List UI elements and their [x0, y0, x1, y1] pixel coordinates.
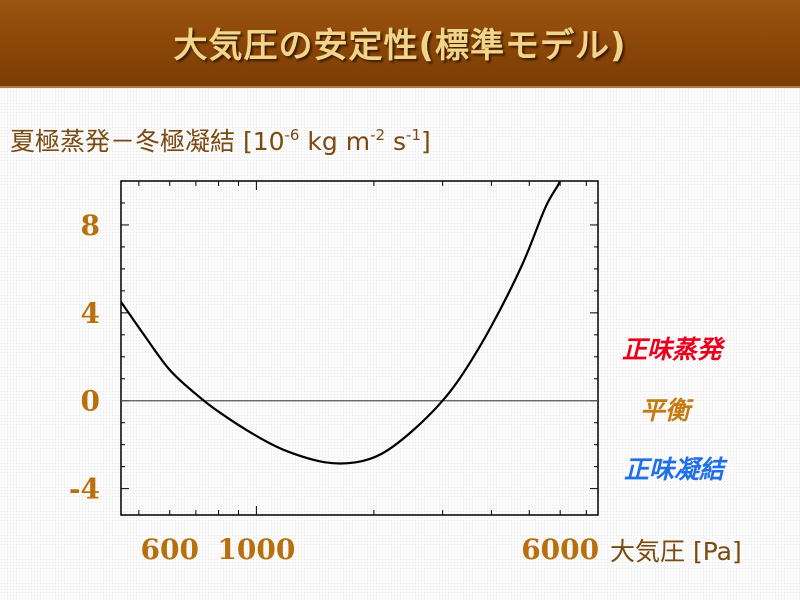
axis-ticks — [121, 180, 598, 515]
y-tick-label: 8 — [81, 209, 100, 242]
y-axis-title-mid2: s — [385, 127, 407, 156]
y-axis-title-suffix: ] — [421, 127, 431, 156]
x-axis-title: 大気圧 [Pa] — [610, 537, 742, 566]
slide-title: 大気圧の安定性(標準モデル) — [173, 26, 627, 66]
y-tick-labels: 8 4 0 -4 — [69, 209, 100, 506]
y-tick-label: 4 — [81, 297, 100, 330]
y-tick-label: -4 — [69, 473, 100, 506]
x-tick-label: 1000 — [217, 533, 295, 566]
series-line — [121, 181, 562, 465]
legend-net-condensation: 正味凝結 — [624, 455, 725, 484]
y-axis-title-exp2: -2 — [370, 126, 386, 144]
y-axis-title-prefix: 夏極蒸発－冬極凝結 [10 — [10, 127, 285, 156]
y-axis-title: 夏極蒸発－冬極凝結 [10-6 kg m-2 s-1] — [10, 122, 431, 158]
y-axis-title-exp3: -1 — [406, 126, 421, 144]
plot-frame — [120, 180, 599, 516]
x-tick-labels: 600 1000 6000 — [141, 533, 600, 566]
y-tick-label: 0 — [81, 385, 100, 418]
title-bar: 大気圧の安定性(標準モデル) — [0, 0, 800, 88]
legend-equilibrium: 平衡 — [640, 396, 691, 425]
y-axis-title-exp1: -6 — [284, 126, 300, 144]
x-tick-label: 600 — [141, 533, 199, 566]
x-tick-label: 6000 — [521, 533, 599, 566]
y-axis-title-mid1: kg m — [299, 127, 371, 156]
legend-net-evaporation: 正味蒸発 — [622, 335, 723, 364]
